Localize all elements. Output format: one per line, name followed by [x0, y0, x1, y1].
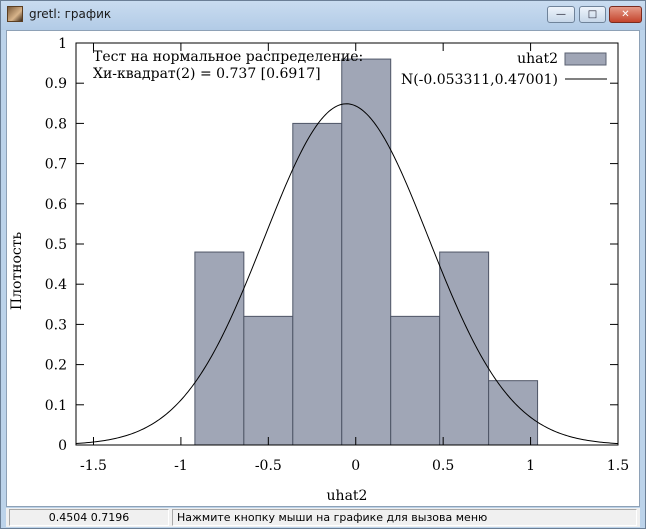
histogram-bar-3 — [292, 122, 343, 446]
gretl-app-icon — [7, 6, 23, 22]
histogram-bar-7 — [488, 380, 539, 446]
y-tick-label: 0.8 — [45, 116, 67, 132]
normal-density-curve — [75, 103, 619, 445]
y-tick-label: 0.9 — [45, 76, 67, 92]
y-tick-label: 0.7 — [45, 157, 67, 173]
title-bar[interactable]: gretl: график — □ ✕ — [1, 1, 645, 30]
window-title: gretl: график — [29, 7, 112, 21]
histogram-bar-5 — [390, 315, 441, 446]
y-tick-label: 0.4 — [45, 277, 67, 293]
cursor-coordinates: 0.4504 0.7196 — [9, 509, 169, 526]
plot-area[interactable]: -1.5 -1 -0.5 0 0.5 1 1.5 0 0.1 0.2 0.3 0.4 0.5 0.6 0.7… — [6, 30, 640, 507]
legend-histogram-swatch — [564, 52, 607, 66]
y-tick-label: 0.3 — [45, 317, 67, 333]
y-tick-label: 0.2 — [45, 358, 67, 374]
x-tick-label: 1 — [526, 458, 535, 474]
y-tick-label: 0.1 — [45, 398, 67, 414]
close-button[interactable]: ✕ — [609, 6, 642, 23]
y-tick-label: 0.6 — [45, 197, 67, 213]
y-axis-label: Плотность — [9, 232, 25, 311]
legend: uhat2 N(-0.053311,0.47001) — [401, 51, 607, 88]
x-tick-label: -1.5 — [80, 458, 107, 474]
y-tick-label: 0.5 — [45, 237, 67, 253]
minimize-button[interactable]: — — [547, 6, 575, 23]
x-tick-label: 0 — [351, 458, 360, 474]
maximize-button[interactable]: □ — [579, 6, 606, 23]
status-message: Нажмите кнопку мыши на графике для вызов… — [172, 509, 637, 526]
x-axis-label: uhat2 — [327, 488, 368, 504]
histogram-bar-6 — [439, 251, 490, 446]
x-tick-label: -1 — [174, 458, 188, 474]
x-tick-label: 1.5 — [607, 458, 629, 474]
normality-test-title: Тест на нормальное распределение: — [93, 49, 363, 65]
status-bar: 0.4504 0.7196 Нажмите кнопку мыши на гра… — [6, 508, 640, 527]
y-tick-label: 1 — [58, 36, 67, 52]
histogram-bar-2 — [243, 315, 294, 446]
chi-square-result: Хи-квадрат(2) = 0.737 [0.6917] — [93, 66, 321, 82]
y-tick-label: 0 — [58, 438, 67, 454]
x-tick-label: 0.5 — [432, 458, 454, 474]
legend-histogram-label: uhat2 — [517, 51, 558, 67]
histogram-chart[interactable]: -1.5 -1 -0.5 0 0.5 1 1.5 0 0.1 0.2 0.3 0.4 0.5 0.6 0.7… — [7, 31, 639, 506]
histogram-bar-1 — [194, 251, 245, 446]
x-tick-label: -0.5 — [255, 458, 282, 474]
legend-curve-label: N(-0.053311,0.47001) — [401, 72, 558, 88]
histogram-bar-4 — [341, 58, 392, 446]
